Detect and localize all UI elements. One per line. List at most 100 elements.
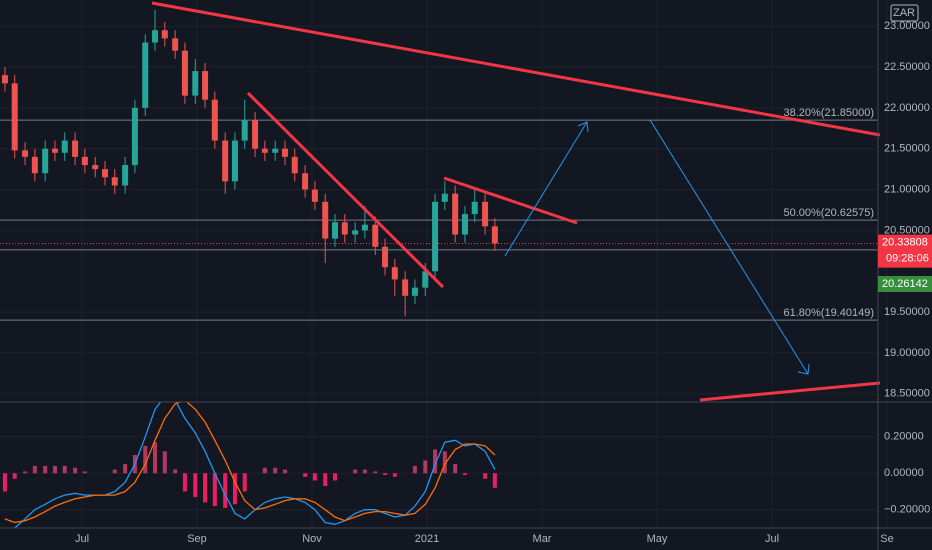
- x-tick-label: Jul: [765, 533, 779, 545]
- arrow: [649, 119, 809, 375]
- histogram-bar: [333, 473, 338, 481]
- candle-body: [92, 165, 99, 170]
- price-line-tag: [878, 276, 932, 292]
- candle-body: [432, 201, 439, 272]
- price-line-label: 20.26142: [882, 278, 928, 290]
- histogram-bar: [73, 467, 78, 474]
- candle-body: [402, 279, 409, 296]
- candle-body: [332, 222, 339, 239]
- candle-body: [291, 156, 298, 174]
- histogram-bar: [62, 465, 67, 474]
- histogram-bar: [303, 473, 308, 477]
- countdown: 09:28:06: [886, 253, 929, 265]
- candle-body: [61, 140, 68, 153]
- candle-body: [311, 189, 318, 202]
- candle-body: [382, 246, 389, 268]
- candle-body: [111, 177, 118, 186]
- candle-body: [261, 148, 268, 153]
- histogram-bar: [173, 469, 178, 474]
- histogram-bar: [442, 451, 447, 474]
- currency: ZAR: [893, 7, 915, 19]
- y-tick-label: 22.50000: [884, 61, 930, 73]
- x-tick-label: May: [647, 533, 668, 545]
- y-tick-label: 23.00000: [884, 20, 930, 32]
- macd-line: [13, 402, 496, 528]
- histogram-bar: [462, 473, 467, 476]
- arrow-head: [797, 363, 810, 375]
- candle-body: [31, 156, 38, 174]
- histogram-bar: [282, 469, 287, 474]
- histogram-bar: [242, 473, 247, 492]
- trend-line: [246, 91, 445, 289]
- y-tick-label: 22.00000: [884, 102, 930, 114]
- histogram-bar: [52, 465, 57, 474]
- histogram-bar: [223, 473, 228, 508]
- candle-body: [452, 193, 459, 235]
- y-tick-label: 0.00000: [884, 467, 924, 479]
- histogram-bar: [153, 442, 158, 474]
- histogram-bar: [112, 469, 117, 474]
- candle-body: [222, 140, 229, 182]
- candle-body: [461, 214, 468, 235]
- y-tick-label: 19.50000: [884, 306, 930, 318]
- histogram-bar: [433, 449, 438, 474]
- histogram-bar: [203, 473, 208, 503]
- histogram-bar: [492, 473, 497, 488]
- trend-line: [699, 381, 881, 402]
- candle-body: [42, 148, 49, 174]
- y-tick-label: 20.50000: [884, 224, 930, 236]
- candle-body: [131, 107, 138, 166]
- currency-box: [890, 4, 919, 22]
- y-tick-label: −0.20000: [884, 504, 930, 516]
- x-tick-label: Nov: [302, 533, 322, 545]
- histogram-bar: [483, 473, 488, 479]
- y-tick-label: 18.50000: [884, 388, 930, 400]
- signal-line: [4, 402, 496, 524]
- x-tick-label: Mar: [533, 533, 552, 545]
- histogram-bar: [232, 473, 237, 505]
- candle-body: [122, 165, 129, 186]
- x-tick-label: Sep: [187, 533, 207, 545]
- candle-body: [101, 169, 108, 178]
- histogram-bar: [373, 471, 378, 474]
- candle-body: [422, 271, 429, 288]
- candle-body: [341, 222, 348, 235]
- candle-body: [361, 224, 368, 231]
- histogram-bar: [353, 469, 358, 474]
- macd: [2, 402, 497, 528]
- candle-body: [211, 99, 218, 141]
- histogram-bar: [312, 473, 317, 481]
- histogram-bar: [2, 473, 7, 492]
- histogram-bar: [123, 464, 128, 474]
- histogram-bar: [453, 464, 458, 474]
- candle-body: [152, 30, 159, 43]
- candle-body: [181, 50, 188, 96]
- candle-body: [302, 173, 309, 190]
- histogram-bar: [362, 469, 367, 474]
- histogram-bar: [82, 471, 87, 474]
- candle-body: [81, 156, 88, 166]
- histogram-bar: [262, 467, 267, 474]
- histogram-bar: [23, 471, 28, 474]
- histogram-bar: [193, 473, 198, 497]
- y-tick-label: 0.20000: [884, 431, 924, 443]
- candle-body: [491, 226, 498, 244]
- histogram-bar: [423, 460, 428, 474]
- y-tick-label: 21.00000: [884, 183, 930, 195]
- candle-body: [252, 120, 259, 149]
- histogram-bar: [273, 467, 278, 474]
- candle-body: [281, 148, 288, 157]
- fib-label: 61.80%(19.40149): [783, 307, 874, 319]
- candle-body: [231, 140, 238, 182]
- x-tick-label: 2021: [415, 533, 439, 545]
- histogram-bar: [12, 473, 17, 479]
- arrow-head: [577, 121, 589, 133]
- last-price-label: 20.33808: [882, 237, 928, 249]
- histogram-bar: [32, 465, 37, 474]
- candle-body: [482, 201, 489, 227]
- histogram-bar: [212, 473, 217, 507]
- trend-line: [151, 1, 881, 137]
- x-tick-label: Jul: [75, 533, 89, 545]
